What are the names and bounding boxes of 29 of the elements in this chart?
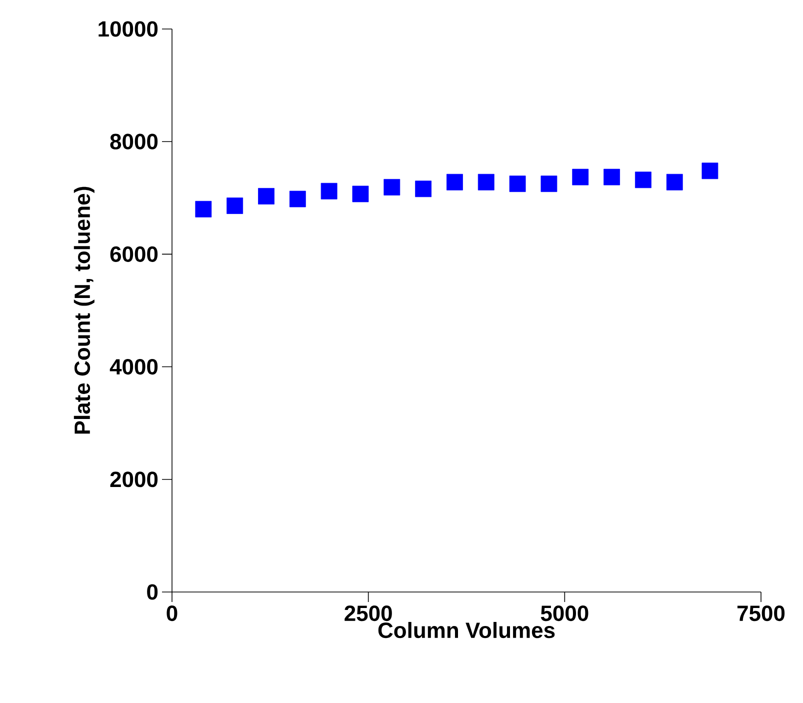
y-tick-label: 2000 — [110, 472, 158, 488]
point — [478, 174, 494, 190]
point — [666, 174, 683, 190]
y-tick-label: 0 — [147, 584, 158, 600]
point — [634, 172, 652, 188]
point — [509, 176, 526, 192]
point — [226, 198, 244, 214]
x-tick-label: 5000 — [540, 606, 588, 622]
x-tick-label: 7500 — [737, 606, 785, 622]
y-tick-label: 4000 — [110, 358, 158, 375]
x-tick-label: 2500 — [344, 606, 392, 622]
point — [258, 188, 274, 204]
point — [540, 176, 558, 192]
point — [604, 168, 620, 186]
point — [384, 178, 400, 196]
point — [572, 168, 589, 186]
x-axis-title: Column Volumes — [378, 622, 555, 638]
y-tick-label: 10000 — [98, 21, 158, 37]
point — [702, 162, 718, 180]
y-tick-label: 6000 — [110, 246, 158, 262]
point — [415, 180, 432, 198]
point — [195, 200, 212, 218]
y-axis-title: Plate Count (N, toluene) — [74, 186, 94, 434]
y-tick-label: 8000 — [110, 134, 158, 150]
point — [320, 182, 338, 200]
x-tick-label: 0 — [166, 606, 178, 622]
point — [352, 186, 369, 202]
point — [446, 174, 463, 190]
point — [289, 190, 306, 208]
